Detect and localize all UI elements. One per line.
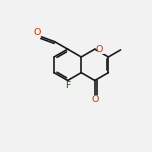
Text: O: O bbox=[96, 42, 109, 57]
Text: O: O bbox=[89, 95, 102, 110]
Text: O: O bbox=[34, 28, 41, 37]
Text: O: O bbox=[91, 95, 99, 104]
Text: O: O bbox=[28, 22, 41, 37]
Text: F: F bbox=[62, 81, 73, 96]
Text: O: O bbox=[96, 45, 103, 54]
Text: F: F bbox=[65, 81, 70, 90]
